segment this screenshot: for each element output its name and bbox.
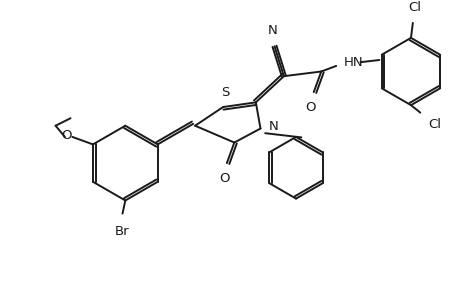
Text: Cl: Cl bbox=[407, 1, 420, 13]
Text: N: N bbox=[269, 120, 278, 133]
Text: HN: HN bbox=[343, 56, 363, 69]
Text: N: N bbox=[267, 24, 277, 37]
Text: O: O bbox=[304, 101, 314, 114]
Text: O: O bbox=[62, 129, 72, 142]
Text: O: O bbox=[219, 172, 230, 185]
Text: Cl: Cl bbox=[427, 118, 440, 131]
Text: Br: Br bbox=[115, 225, 129, 238]
Text: S: S bbox=[220, 85, 229, 99]
